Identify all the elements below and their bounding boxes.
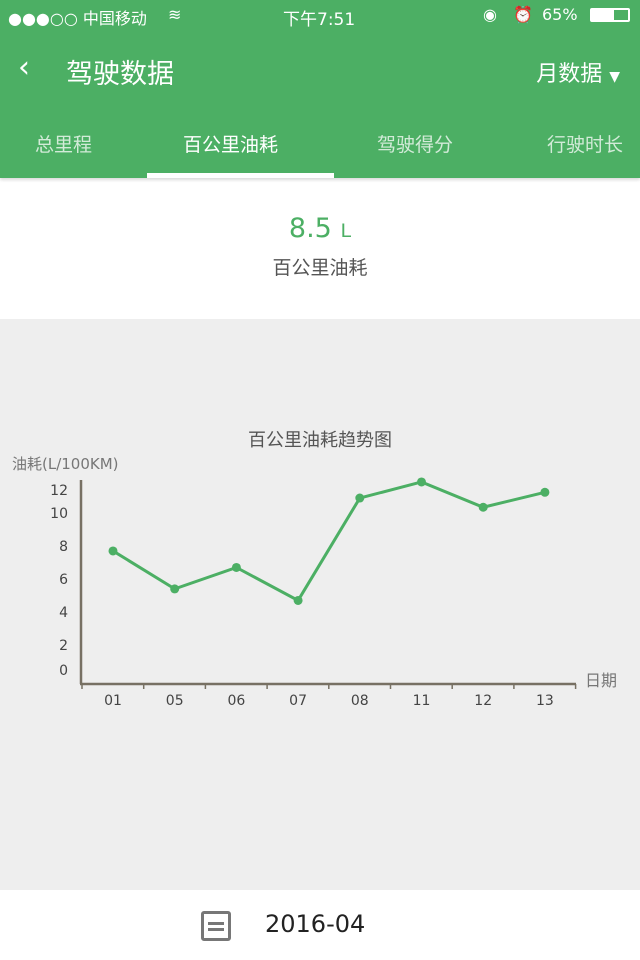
active-tab-indicator (147, 173, 334, 178)
x-tick-label: 01 (104, 693, 122, 709)
data-point (540, 487, 550, 497)
y-tick-label: 0 (59, 663, 68, 679)
status-bar: ●●●○○ 中国移动 ≋ 下午7:51 ◉ ⏰ 65% (0, 0, 640, 30)
header: ●●●○○ 中国移动 ≋ 下午7:51 ◉ ⏰ 65% ‹ 驾驶数据 月数据 ▼… (0, 0, 640, 178)
y-tick-label: 8 (59, 539, 68, 555)
y-axis-label: 油耗(L/100KM) (12, 455, 119, 473)
x-tick-label: 13 (536, 693, 554, 709)
series-line (112, 480, 546, 603)
summary-label: 百公里油耗 (272, 257, 368, 279)
tab-fuel-consumption[interactable]: 百公里油耗 (183, 134, 279, 156)
battery-icon (590, 8, 630, 22)
tab-total-mileage[interactable]: 总里程 (35, 134, 93, 156)
data-point (108, 546, 118, 556)
data-point (355, 493, 365, 503)
alarm-icon: ⏰ (513, 5, 533, 24)
x-axis-label: 日期 (585, 671, 617, 690)
x-tick-label: 05 (166, 693, 184, 709)
chart-title: 百公里油耗趋势图 (248, 430, 392, 451)
period-label: 月数据 (536, 62, 603, 87)
carrier: ●●●○○ 中国移动 (8, 9, 147, 28)
selected-month: 2016-04 (265, 910, 366, 938)
x-tick-label: 08 (351, 693, 369, 709)
x-tick-label: 11 (413, 693, 431, 709)
data-point (170, 584, 180, 594)
x-tick-label: 12 (474, 693, 492, 709)
y-tick-label: 2 (59, 638, 68, 654)
y-tick-label: 4 (59, 605, 68, 621)
rotation-lock-icon: ◉ (483, 5, 497, 24)
x-tick-label: 07 (289, 693, 307, 709)
battery-percent: 65% (542, 5, 578, 24)
wifi-icon: ≋ (168, 5, 182, 24)
data-point (478, 502, 488, 512)
calendar-icon (201, 911, 231, 941)
y-tick-label: 10 (50, 506, 68, 522)
chart-area (0, 319, 640, 890)
data-point (293, 595, 303, 605)
y-tick-label: 6 (59, 572, 68, 588)
chevron-down-icon: ▼ (609, 69, 620, 85)
data-point (417, 477, 426, 487)
data-point (231, 562, 241, 572)
page-title: 驾驶数据 (66, 59, 174, 90)
tab-driving-duration[interactable]: 行驶时长 (547, 134, 624, 156)
y-tick-label: 12 (50, 483, 68, 499)
summary-value: 8.5 L (0, 213, 640, 244)
back-button[interactable]: ‹ (18, 50, 30, 85)
x-tick-label: 06 (227, 693, 245, 709)
unit: L (340, 220, 352, 242)
value: 8.5 (288, 213, 332, 244)
date-selector[interactable]: 2016-04 (0, 890, 640, 960)
tab-driving-score[interactable]: 驾驶得分 (377, 134, 454, 156)
clock: 下午7:51 (283, 10, 356, 30)
period-dropdown[interactable]: 月数据 ▼ (536, 56, 620, 88)
